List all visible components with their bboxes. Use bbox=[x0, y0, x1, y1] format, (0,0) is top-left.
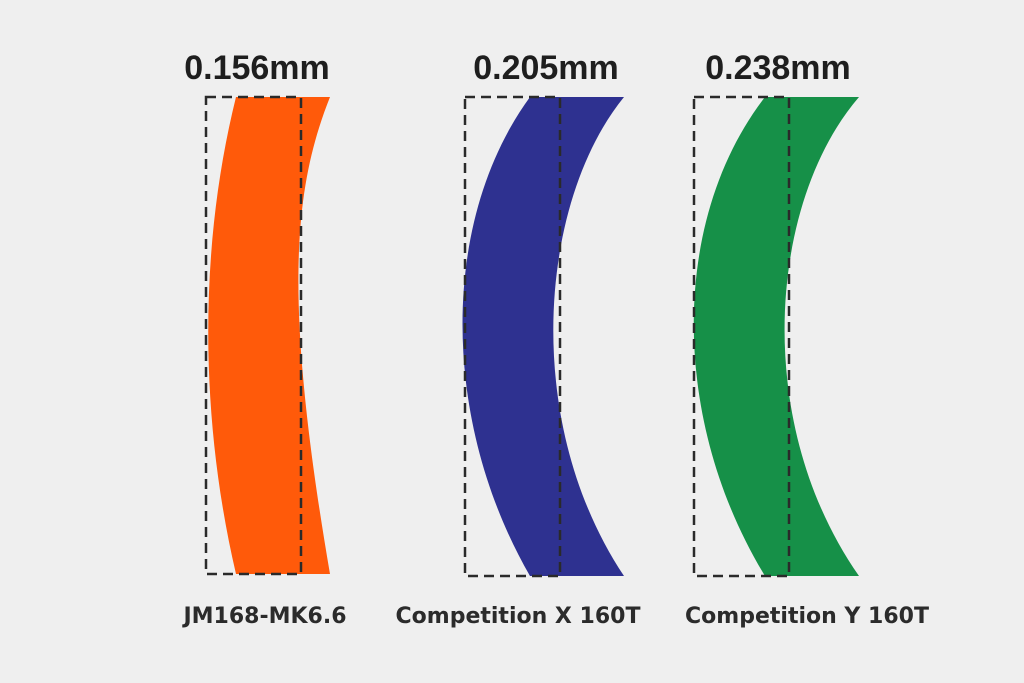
lens-group-competition-x: 0.205mm Competition X 160T bbox=[396, 49, 641, 629]
lens-group-competition-y: 0.238mm Competition Y 160T bbox=[685, 49, 929, 629]
thickness-label: 0.238mm bbox=[705, 49, 851, 87]
product-label: Competition Y 160T bbox=[685, 604, 929, 629]
product-label: JM168-MK6.6 bbox=[181, 604, 346, 629]
lens-profile-green bbox=[693, 97, 859, 576]
measurement-frame bbox=[204, 95, 303, 576]
product-label: Competition X 160T bbox=[396, 604, 641, 629]
thickness-label: 0.205mm bbox=[473, 49, 619, 87]
lens-group-jm168: 0.156mm JM168-MK6.6 bbox=[181, 49, 346, 629]
lens-profile-orange bbox=[208, 97, 330, 574]
lens-profile-blue bbox=[462, 97, 624, 576]
thickness-label: 0.156mm bbox=[184, 49, 330, 87]
